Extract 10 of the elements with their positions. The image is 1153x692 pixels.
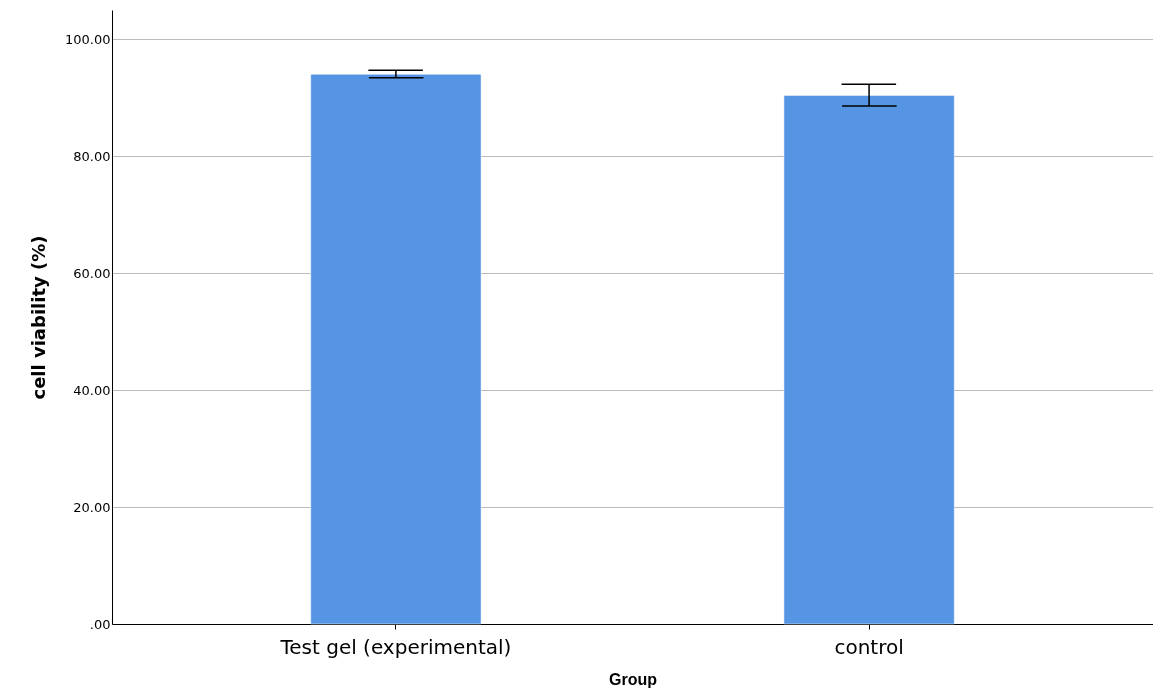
y-axis-title: cell viability (%) [28,235,50,400]
y-tick-label: .00 [89,616,111,632]
y-tick-label: 20.00 [73,499,111,515]
y-tick-label: 60.00 [73,265,111,281]
x-tick-label: Test gel (experimental) [279,634,512,659]
y-tick-label: 40.00 [73,382,111,398]
y-tick-label: 80.00 [73,148,111,164]
x-axis-title: Group [609,670,658,688]
y-tick-label: 100.00 [65,31,111,47]
x-tick-label: control [834,634,904,659]
